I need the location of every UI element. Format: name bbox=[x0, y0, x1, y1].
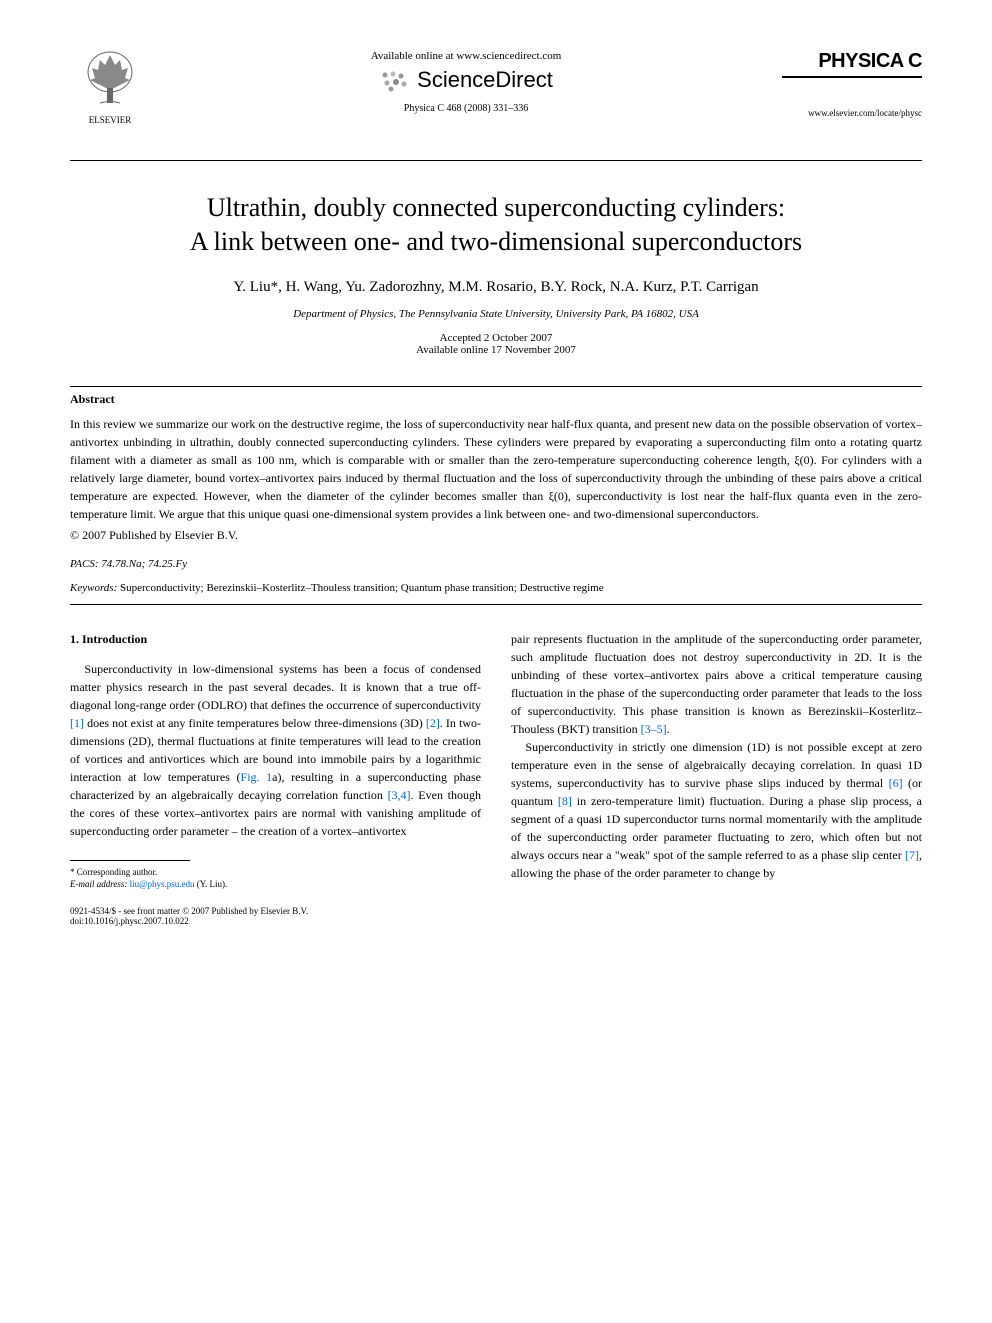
ref-link[interactable]: [2] bbox=[426, 716, 440, 730]
elsevier-label: ELSEVIER bbox=[89, 115, 132, 125]
pacs-line: PACS: 74.78.Na; 74.25.Fy bbox=[70, 558, 922, 570]
title-line2: A link between one- and two-dimensional … bbox=[190, 227, 802, 256]
issn-line: 0921-4534/$ - see front matter © 2007 Pu… bbox=[70, 906, 922, 916]
online-date: Available online 17 November 2007 bbox=[416, 344, 576, 356]
email-label: E-mail address: bbox=[70, 879, 127, 889]
doi-line: doi:10.1016/j.physc.2007.10.022 bbox=[70, 916, 922, 926]
divider bbox=[70, 160, 922, 161]
footer-block: 0921-4534/$ - see front matter © 2007 Pu… bbox=[70, 906, 922, 926]
body-columns: 1. Introduction Superconductivity in low… bbox=[70, 630, 922, 891]
journal-url: www.elsevier.com/locate/physc bbox=[782, 108, 922, 118]
header-row: ELSEVIER Available online at www.science… bbox=[70, 50, 922, 140]
keywords-values: Superconductivity; Berezinskii–Kosterlit… bbox=[120, 582, 604, 594]
text-span: Superconductivity in strictly one dimens… bbox=[511, 740, 922, 790]
ref-link[interactable]: [3–5] bbox=[641, 722, 667, 736]
divider bbox=[70, 386, 922, 387]
email-link[interactable]: liu@phys.psu.edu bbox=[130, 879, 195, 889]
journal-logo-block: PHYSICA C www.elsevier.com/locate/physc bbox=[782, 50, 922, 118]
corresponding-author: * Corresponding author. bbox=[70, 866, 481, 879]
right-column: pair represents fluctuation in the ampli… bbox=[511, 630, 922, 891]
email-line: E-mail address: liu@phys.psu.edu (Y. Liu… bbox=[70, 878, 481, 891]
text-span: Superconductivity in low-dimensional sys… bbox=[70, 662, 481, 712]
intro-paragraph-3: Superconductivity in strictly one dimens… bbox=[511, 738, 922, 882]
copyright-text: © 2007 Published by Elsevier B.V. bbox=[70, 528, 922, 543]
divider bbox=[70, 604, 922, 605]
ref-link[interactable]: [6] bbox=[889, 776, 903, 790]
dates-block: Accepted 2 October 2007 Available online… bbox=[70, 332, 922, 356]
elsevier-tree-icon bbox=[80, 50, 140, 115]
pacs-label: PACS: bbox=[70, 558, 99, 570]
footnote-separator bbox=[70, 860, 190, 861]
email-name: (Y. Liu). bbox=[197, 879, 228, 889]
abstract-text: In this review we summarize our work on … bbox=[70, 415, 922, 523]
accepted-date: Accepted 2 October 2007 bbox=[440, 332, 553, 344]
affiliation: Department of Physics, The Pennsylvania … bbox=[70, 308, 922, 320]
elsevier-logo: ELSEVIER bbox=[70, 50, 150, 140]
text-span: does not exist at any finite temperature… bbox=[84, 716, 426, 730]
sciencedirect-icon bbox=[379, 69, 409, 93]
fig-link[interactable]: Fig. 1 bbox=[241, 770, 273, 784]
text-span: in zero-temperature limit) fluctuation. … bbox=[511, 794, 922, 862]
keywords-line: Keywords: Superconductivity; Berezinskii… bbox=[70, 582, 922, 594]
footnote-block: * Corresponding author. E-mail address: … bbox=[70, 866, 481, 891]
ref-link[interactable]: [7] bbox=[905, 848, 919, 862]
available-online-text: Available online at www.sciencedirect.co… bbox=[150, 50, 782, 62]
title-line1: Ultrathin, doubly connected superconduct… bbox=[207, 193, 785, 222]
text-span: pair represents fluctuation in the ampli… bbox=[511, 632, 922, 736]
pacs-values: 74.78.Na; 74.25.Fy bbox=[101, 558, 187, 570]
intro-heading: 1. Introduction bbox=[70, 630, 481, 648]
keywords-label: Keywords: bbox=[70, 582, 117, 594]
intro-paragraph-1: Superconductivity in low-dimensional sys… bbox=[70, 660, 481, 840]
authors-list: Y. Liu*, H. Wang, Yu. Zadorozhny, M.M. R… bbox=[70, 279, 922, 296]
text-span: . bbox=[667, 722, 670, 736]
ref-link[interactable]: [3,4] bbox=[388, 788, 411, 802]
journal-name: PHYSICA C bbox=[782, 50, 922, 78]
sciencedirect-logo: ScienceDirect bbox=[150, 67, 782, 93]
intro-paragraph-2: pair represents fluctuation in the ampli… bbox=[511, 630, 922, 738]
ref-link[interactable]: [8] bbox=[558, 794, 572, 808]
left-column: 1. Introduction Superconductivity in low… bbox=[70, 630, 481, 891]
sciencedirect-text: ScienceDirect bbox=[417, 67, 553, 92]
abstract-heading: Abstract bbox=[70, 392, 922, 407]
paper-title: Ultrathin, doubly connected superconduct… bbox=[70, 191, 922, 259]
center-header: Available online at www.sciencedirect.co… bbox=[150, 50, 782, 134]
paper-page: ELSEVIER Available online at www.science… bbox=[0, 0, 992, 976]
ref-link[interactable]: [1] bbox=[70, 716, 84, 730]
journal-reference: Physica C 468 (2008) 331–336 bbox=[150, 103, 782, 114]
